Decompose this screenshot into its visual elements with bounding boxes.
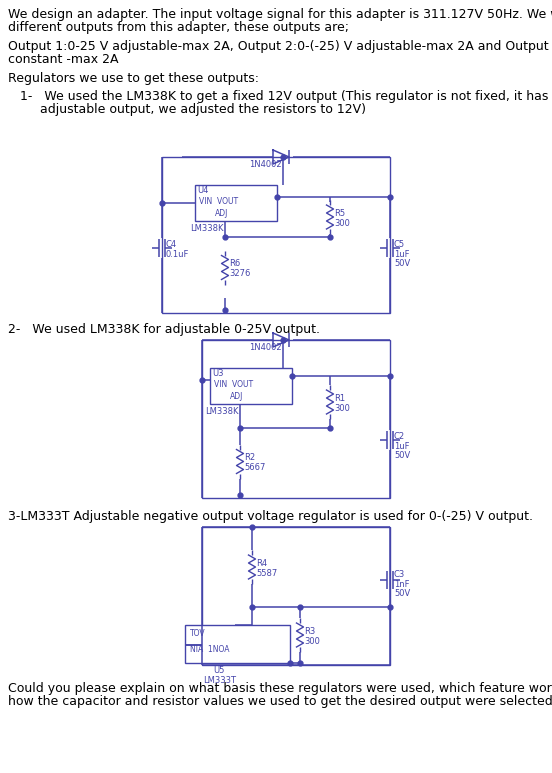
Bar: [195, 185, 277, 221]
Text: 1N4002: 1N4002: [249, 343, 282, 352]
Text: 0.1uF: 0.1uF: [165, 250, 188, 259]
Text: C5: C5: [394, 240, 405, 249]
Text: VIN  VOUT: VIN VOUT: [214, 380, 253, 389]
Text: C2: C2: [394, 432, 405, 441]
Text: C4: C4: [165, 240, 176, 249]
Text: 1nF: 1nF: [394, 580, 410, 589]
Text: 300: 300: [304, 637, 320, 646]
Text: R3: R3: [304, 627, 315, 636]
Text: R1: R1: [334, 394, 345, 403]
Text: R2: R2: [244, 454, 255, 462]
Text: constant -max 2A: constant -max 2A: [8, 53, 119, 66]
Text: TOV: TOV: [190, 629, 206, 638]
Text: 5587: 5587: [256, 569, 277, 578]
Text: LM338K: LM338K: [190, 224, 224, 233]
Text: U3: U3: [212, 369, 224, 378]
Bar: [202, 527, 390, 665]
Text: VIN  VOUT: VIN VOUT: [199, 197, 238, 206]
Text: ADJ: ADJ: [215, 209, 229, 218]
Text: ADJ: ADJ: [230, 392, 243, 401]
Text: 3-LM333T Adjustable negative output voltage regulator is used for 0-(-25) V outp: 3-LM333T Adjustable negative output volt…: [8, 510, 533, 523]
Text: 50V: 50V: [394, 589, 410, 598]
Text: 50V: 50V: [394, 451, 410, 460]
Text: 1uF: 1uF: [394, 250, 410, 259]
Text: 5667: 5667: [244, 464, 266, 472]
Text: 2-   We used LM338K for adjustable 0-25V output.: 2- We used LM338K for adjustable 0-25V o…: [8, 323, 320, 336]
Text: 300: 300: [334, 219, 350, 228]
Text: Regulators we use to get these outputs:: Regulators we use to get these outputs:: [8, 72, 259, 85]
Text: LM338K: LM338K: [205, 407, 238, 416]
Text: 1-   We used the LM338K to get a fixed 12V output (This regulator is not fixed, : 1- We used the LM338K to get a fixed 12V…: [20, 90, 552, 103]
Bar: [162, 157, 390, 313]
Text: U4: U4: [197, 186, 208, 195]
Text: adjustable output, we adjusted the resistors to 12V): adjustable output, we adjusted the resis…: [40, 103, 366, 116]
Text: 1uF: 1uF: [394, 442, 410, 451]
Text: Could you please explain on what basis these regulators were used, which feature: Could you please explain on what basis t…: [8, 682, 552, 695]
Text: how the capacitor and resistor values we used to get the desired output were sel: how the capacitor and resistor values we…: [8, 695, 552, 708]
Text: R6: R6: [229, 260, 240, 268]
Bar: [185, 625, 290, 663]
Text: C3: C3: [394, 570, 405, 579]
Text: R4: R4: [256, 559, 267, 568]
Text: 1N4002: 1N4002: [249, 160, 282, 169]
Text: 50V: 50V: [394, 259, 410, 268]
Text: different outputs from this adapter, these outputs are;: different outputs from this adapter, the…: [8, 21, 349, 34]
Bar: [202, 340, 390, 498]
Text: NIA  1NOA: NIA 1NOA: [190, 645, 230, 654]
Text: Output 1:0-25 V adjustable-max 2A, Output 2:0-(-25) V adjustable-max 2A and Outp: Output 1:0-25 V adjustable-max 2A, Outpu…: [8, 40, 552, 53]
Bar: [210, 368, 292, 404]
Text: R5: R5: [334, 209, 345, 218]
Text: U5: U5: [213, 666, 224, 675]
Text: 3276: 3276: [229, 270, 251, 278]
Text: We design an adapter. The input voltage signal for this adapter is 311.127V 50Hz: We design an adapter. The input voltage …: [8, 8, 552, 21]
Text: LM333T: LM333T: [203, 676, 236, 685]
Text: 300: 300: [334, 404, 350, 413]
